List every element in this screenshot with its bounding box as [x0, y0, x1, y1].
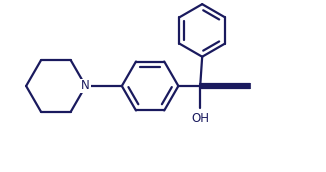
Text: OH: OH: [191, 112, 209, 125]
Text: N: N: [81, 79, 90, 93]
